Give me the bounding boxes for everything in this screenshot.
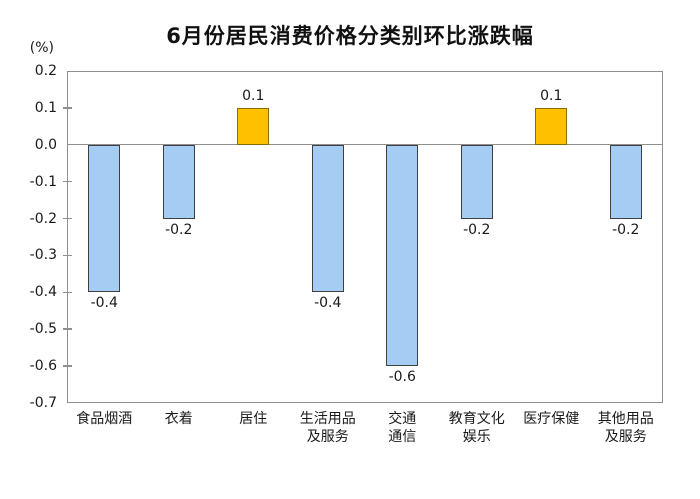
x-category-line: 通信 [388,429,417,445]
y-tick-label: -0.2 [29,210,57,227]
x-category-label: 居住 [216,410,291,428]
bar-value-label: -0.4 [90,295,118,312]
y-tick-label: -0.6 [29,358,57,375]
y-tick-mark [63,328,72,330]
bar-交通通信 [386,144,419,367]
bar-生活用品及服务 [311,144,344,293]
y-tick-label: 0.0 [34,136,57,153]
x-category-line: 及服务 [604,429,647,445]
y-tick-label: 0.1 [34,99,57,116]
y-tick-mark [63,291,72,294]
x-category-label: 食品烟酒 [67,410,142,428]
y-axis-unit-label: (%) [29,40,54,56]
zero-axis-line [67,143,663,146]
bar-value-label: -0.2 [612,221,640,238]
bar-医疗保健 [535,107,568,145]
bar-其他用品及服务 [609,144,642,219]
x-category-line: 交通 [388,411,417,427]
y-tick-label: -0.7 [29,395,57,411]
bar-value-label: 0.1 [242,87,265,104]
bar-value-label: 0.1 [540,87,563,104]
x-category-label: 医疗保健 [514,410,589,428]
bar-教育文化娱乐 [460,144,493,219]
bar-value-label: -0.4 [314,295,342,312]
chart-title: 6月份居民消费价格分类别环比涨跌幅 [166,24,534,48]
x-category-label: 其他用品 及服务 [589,410,664,446]
x-category-line: 教育文化 [448,411,505,427]
x-category-label: 生活用品 及服务 [291,410,366,446]
plot-area [67,71,663,403]
x-category-label: 衣着 [142,410,217,428]
bar-衣着 [162,144,195,219]
y-tick-mark [63,217,72,220]
y-tick-label: -0.3 [29,247,57,264]
y-tick-mark [63,107,72,109]
x-category-line: 医疗保健 [523,411,580,427]
x-category-label: 交通 通信 [365,410,440,446]
x-category-line: 居住 [239,411,268,427]
y-tick-label: -0.1 [29,173,57,190]
bar-value-label: -0.2 [165,221,193,238]
bar-居住 [237,107,270,145]
y-tick-label: -0.5 [29,321,57,338]
y-tick-mark [63,254,72,257]
x-category-line: 生活用品 [299,411,356,427]
x-category-line: 食品烟酒 [76,411,133,427]
bar-value-label: -0.2 [463,221,491,238]
x-category-line: 其他用品 [597,411,654,427]
x-category-line: 及服务 [306,429,349,445]
bar-value-label: -0.6 [388,369,416,386]
x-category-label: 教育文化 娱乐 [440,410,515,446]
x-category-line: 娱乐 [462,429,491,445]
y-tick-mark [63,365,72,367]
y-tick-label: 0.2 [34,63,57,79]
y-tick-label: -0.4 [29,284,57,301]
y-tick-mark [63,180,72,183]
x-category-line: 衣着 [164,411,193,427]
bar-食品烟酒 [88,144,121,293]
